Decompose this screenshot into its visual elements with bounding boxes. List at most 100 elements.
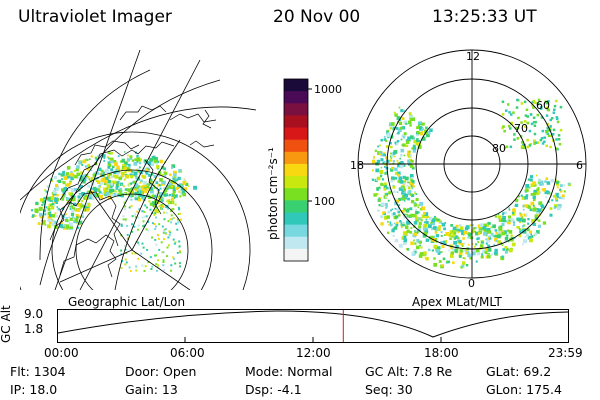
emission-pixel [81,164,84,166]
emission-pixel [483,229,487,232]
emission-pixel [63,187,67,191]
emission-pixel [504,250,508,254]
time-tick-1800: 18:00 [424,346,459,360]
emission-pixel [502,211,505,215]
emission-pixel [124,205,127,208]
glat-value: GLat: 69.2 [486,364,552,379]
emission-pixel [393,226,398,230]
emission-pixel [384,172,387,175]
emission-pixel [77,199,81,202]
emission-pixel [164,188,168,191]
emission-pixel [159,192,161,195]
emission-pixel [401,177,404,180]
emission-pixel [463,231,468,235]
emission-pixel [380,202,385,207]
emission-pixel [163,193,167,197]
emission-pixel [53,201,57,204]
emission-pixel [422,233,427,238]
emission-pixel [386,159,390,163]
emission-pixel [528,144,532,147]
emission-pixel [432,249,434,252]
emission-pixel [411,187,414,190]
emission-pixel [383,216,388,220]
emission-pixel [179,251,182,254]
emission-pixel [66,219,69,222]
emission-pixel [380,158,384,162]
emission-pixel [543,136,546,139]
emission-pixel [536,190,540,194]
emission-pixel [71,197,76,202]
emission-pixel [393,190,396,193]
emission-pixel [75,214,79,218]
emission-pixel [555,116,559,119]
emission-pixel [537,98,541,102]
emission-pixel [529,238,533,243]
emission-pixel [511,242,516,247]
emission-pixel [548,127,552,130]
emission-pixel [154,208,158,212]
emission-pixel [538,201,543,205]
emission-pixel [462,237,465,240]
emission-pixel [475,248,480,253]
emission-pixel [76,216,79,219]
emission-pixel [125,174,128,177]
emission-pixel [120,169,123,172]
emission-pixel [456,236,460,239]
emission-pixel [161,180,166,185]
emission-pixel [546,129,550,132]
emission-pixel [492,224,496,229]
emission-pixel [110,152,114,155]
emission-pixel [533,183,537,187]
emission-pixel [463,242,466,245]
emission-pixel [193,185,197,190]
colorbar-unit-label: photon cm⁻²s⁻¹ [266,147,280,240]
emission-pixel [158,248,161,251]
emission-pixel [412,146,416,150]
emission-pixel [111,164,113,166]
emission-pixel [159,184,161,187]
emission-pixel [542,188,546,192]
emission-pixel [398,176,403,180]
emission-pixel [172,217,175,219]
emission-pixel [439,251,442,254]
emission-pixel [102,171,106,175]
mlat-label-80: 80 [492,142,506,155]
emission-pixel [41,222,44,225]
colorbar-frame [283,78,309,262]
emission-pixel [178,250,181,253]
emission-pixel [501,222,505,226]
emission-pixel [105,177,109,181]
emission-pixel [405,225,409,229]
emission-pixel [116,185,119,188]
emission-pixel [551,117,554,120]
emission-pixel [416,140,419,143]
emission-pixel [133,225,136,228]
emission-pixel [533,189,537,194]
emission-pixel [437,227,441,231]
emission-pixel [468,233,472,237]
emission-pixel [174,178,177,181]
emission-pixel [390,154,395,158]
emission-pixel [107,180,111,184]
emission-pixel [538,191,542,194]
emission-pixel [128,266,131,269]
emission-pixel [418,254,423,258]
emission-pixel [126,167,130,172]
emission-pixel [405,197,408,200]
emission-pixel [504,246,508,250]
emission-pixel [402,134,406,138]
emission-pixel [427,224,432,229]
emission-pixel [134,158,137,161]
emission-pixel [515,198,519,203]
emission-pixel [555,197,558,201]
emission-pixel [176,251,179,254]
emission-pixel [133,161,138,166]
emission-pixel [61,178,63,181]
emission-pixel [434,231,438,234]
emission-pixel [519,212,522,215]
emission-pixel [548,192,551,195]
emission-pixel [391,166,394,170]
emission-pixel [526,233,529,237]
emission-pixel [413,221,418,225]
emission-pixel [150,173,154,176]
